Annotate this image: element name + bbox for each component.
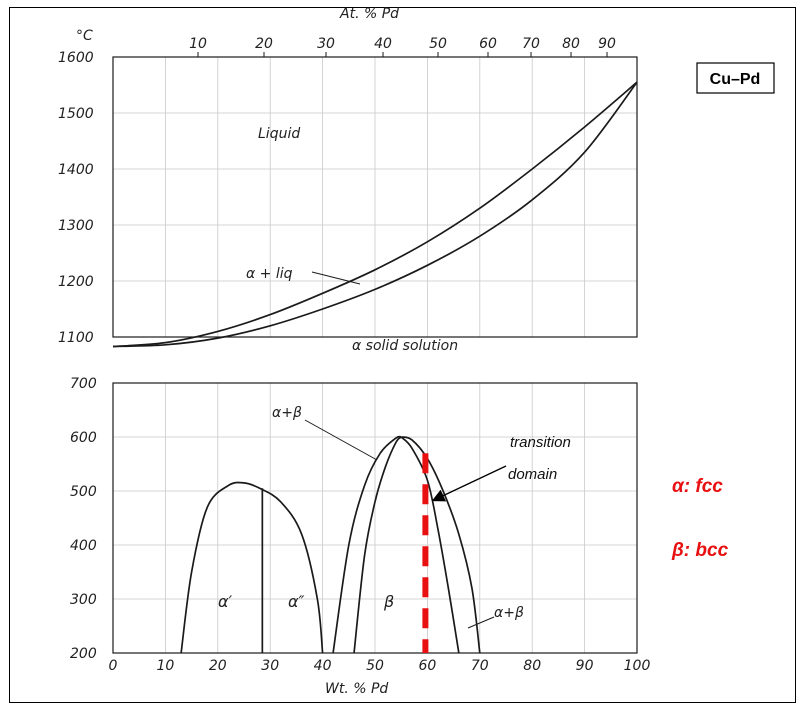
x-tick-label: 40 <box>314 658 332 674</box>
top-tick-label: 50 <box>429 36 447 52</box>
lower-boundary-curve <box>353 436 402 654</box>
x-tick-label: 30 <box>261 658 279 674</box>
transition-label-line1: transition <box>510 434 571 451</box>
x-tick-label: 80 <box>523 658 541 674</box>
y-tick-label: 600 <box>70 430 97 446</box>
lower-panel-frame <box>112 382 638 654</box>
alpha-beta-lower-leader <box>467 616 495 629</box>
y-tick-label: 400 <box>70 538 97 554</box>
x-tick-label: 100 <box>624 658 651 674</box>
top-tick-label: 30 <box>317 36 335 52</box>
top-tick-label: 20 <box>255 36 273 52</box>
top-tick-label: 90 <box>598 36 616 52</box>
upper-grid <box>113 57 637 337</box>
lower-boundary-curve <box>332 435 402 654</box>
y-tick-label: 300 <box>70 592 97 608</box>
x-tick-label: 60 <box>418 658 436 674</box>
top-tick-label: 80 <box>562 36 580 52</box>
upper-y-ticks: 1600 1500 1400 1300 1200 1100 <box>58 50 94 346</box>
x-tick-label: 0 <box>109 658 118 674</box>
alpha-solid-label: α solid solution <box>352 338 458 354</box>
beta-label: β <box>383 592 394 611</box>
top-tick-label: 40 <box>374 36 392 52</box>
alpha-liq-leader <box>311 271 361 285</box>
lower-y-ticks: 700 600 500 400 300 200 <box>70 376 97 662</box>
alpha-prime-label: α′ <box>218 592 233 611</box>
y-tick-label: 1600 <box>58 50 94 66</box>
x-tick-label: 10 <box>156 658 174 674</box>
lower-boundary-curve <box>180 481 324 654</box>
transition-arrow <box>431 465 507 502</box>
top-axis-title: At. % Pd <box>339 6 399 22</box>
y-tick-label: 700 <box>70 376 97 392</box>
liquid-label: Liquid <box>258 126 300 142</box>
y-tick-label: 1100 <box>58 330 94 346</box>
legend-alpha: α: fcc <box>672 476 723 497</box>
alpha-liq-label: α + liq <box>246 266 293 282</box>
figure-frame <box>9 7 796 703</box>
upper-boundary-curve <box>112 81 638 348</box>
top-tick-label: 60 <box>479 36 497 52</box>
transition-label-line2: domain <box>508 466 557 483</box>
lower-grid <box>113 383 637 653</box>
y-tick-label: 1300 <box>58 218 94 234</box>
alpha-beta-upper-leader <box>304 419 378 461</box>
top-tick-label: 10 <box>189 36 207 52</box>
lower-boundary-curve <box>400 436 460 654</box>
upper-panel-frame <box>112 56 638 338</box>
unit-label: °C <box>76 28 93 44</box>
x-axis-title: Wt. % Pd <box>325 681 388 697</box>
top-tick-label: 70 <box>522 36 540 52</box>
y-tick-label: 1400 <box>58 162 94 178</box>
alpha-beta-upper-label: α+β <box>272 405 302 421</box>
system-label-box <box>696 62 775 94</box>
y-tick-label: 500 <box>70 484 97 500</box>
alpha-double-prime-label: α″ <box>288 592 305 611</box>
upper-boundary-curve <box>112 81 638 348</box>
x-tick-label: 70 <box>471 658 489 674</box>
lower-x-ticks: 0 10 20 30 40 50 60 70 80 90 100 <box>109 658 651 674</box>
top-axis-ticks: 10 20 30 40 50 60 70 80 90 <box>189 36 616 57</box>
x-tick-label: 20 <box>209 658 227 674</box>
legend-beta: β: bcc <box>671 540 729 561</box>
y-tick-label: 1200 <box>58 274 94 290</box>
x-tick-label: 50 <box>366 658 384 674</box>
y-tick-label: 1500 <box>58 106 94 122</box>
system-label: Cu–Pd <box>710 71 761 88</box>
alpha-beta-lower-label: α+β <box>494 605 524 621</box>
x-tick-label: 90 <box>576 658 594 674</box>
y-tick-label: 200 <box>70 646 97 662</box>
